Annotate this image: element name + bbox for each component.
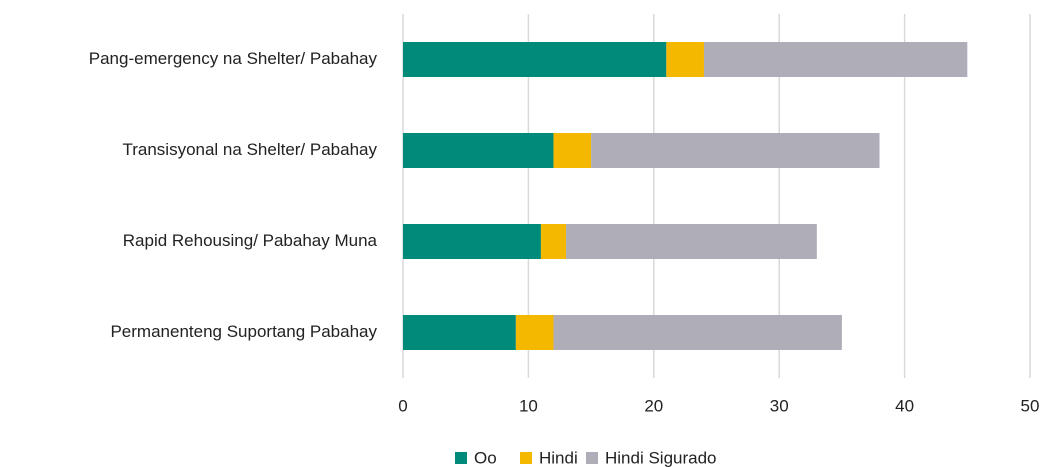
- bar-segment: [553, 315, 842, 350]
- x-tick-label: 50: [1021, 396, 1040, 415]
- x-tick-label: 10: [519, 396, 538, 415]
- y-tick-label: Permanenteng Suportang Pabahay: [110, 322, 377, 341]
- legend-label: Hindi Sigurado: [605, 448, 717, 467]
- bar-segment: [591, 133, 880, 168]
- bar-segment: [403, 133, 554, 168]
- y-tick-label: Rapid Rehousing/ Pabahay Muna: [123, 231, 378, 250]
- x-tick-label: 30: [770, 396, 789, 415]
- bar-segment: [403, 315, 516, 350]
- legend-swatch: [455, 452, 467, 464]
- legend-swatch: [520, 452, 532, 464]
- bar-segment: [666, 42, 704, 77]
- bar-segment: [540, 224, 567, 259]
- x-tick-label: 40: [895, 396, 914, 415]
- bar-segment: [403, 224, 541, 259]
- bar-segment: [553, 133, 592, 168]
- bar-segment: [703, 42, 968, 77]
- legend-label: Hindi: [539, 448, 578, 467]
- y-tick-label: Transisyonal na Shelter/ Pabahay: [122, 140, 377, 159]
- bar-segment: [566, 224, 817, 259]
- bar-segment: [515, 315, 554, 350]
- legend-swatch: [586, 452, 598, 464]
- y-tick-label: Pang-emergency na Shelter/ Pabahay: [89, 49, 378, 68]
- x-tick-label: 0: [398, 396, 407, 415]
- legend-label: Oo: [474, 448, 497, 467]
- bar-segment: [403, 42, 667, 77]
- x-tick-label: 20: [644, 396, 663, 415]
